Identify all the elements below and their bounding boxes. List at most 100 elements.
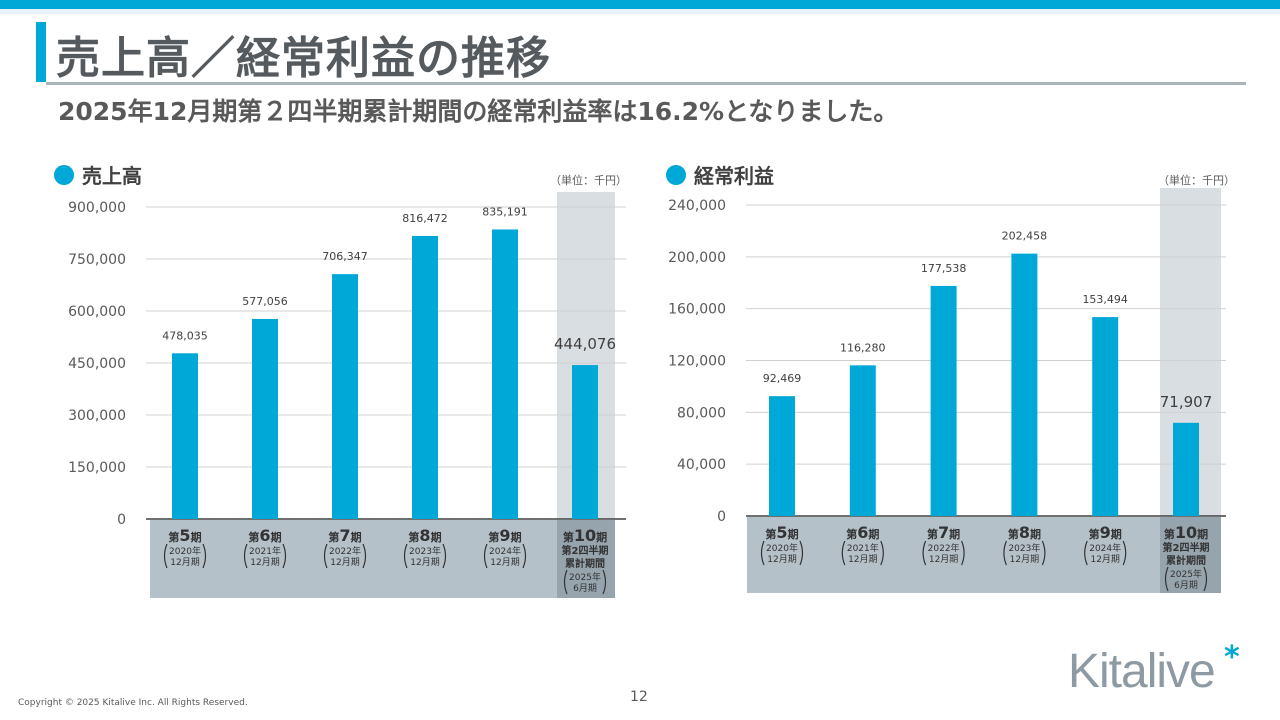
- y-tick-label: 0: [717, 509, 726, 525]
- category-period-label: 2023年: [1008, 542, 1040, 554]
- category-period-label: 12月期: [1090, 554, 1119, 565]
- category-period-label: 2021年: [847, 542, 879, 554]
- category-period-label: 2020年: [169, 545, 201, 557]
- data-label: 706,347: [322, 250, 368, 263]
- category-period-label: 2022年: [928, 542, 960, 554]
- bar: [1092, 317, 1119, 516]
- right-paren-icon: [602, 569, 607, 595]
- bar: [930, 285, 957, 516]
- profit-chart-unit: （単位：千円）: [1158, 174, 1235, 187]
- data-label: 71,907: [1160, 393, 1213, 411]
- left-paren-icon: [1003, 540, 1007, 566]
- category-term-label: 第7期: [927, 523, 960, 542]
- left-paren-icon: [760, 540, 765, 566]
- right-paren-icon: [362, 543, 367, 569]
- right-paren-icon: [880, 540, 884, 566]
- category-term-label: 第9期: [1089, 523, 1122, 542]
- left-paren-icon: [323, 543, 328, 569]
- logo-star-icon: *: [1224, 640, 1240, 675]
- data-label: 92,469: [763, 372, 802, 385]
- right-paren-icon: [522, 543, 527, 569]
- y-tick-label: 450,000: [68, 356, 126, 372]
- left-paren-icon: [1084, 540, 1088, 566]
- y-tick-label: 600,000: [68, 304, 126, 320]
- category-term-label: 第7期: [328, 526, 361, 545]
- right-paren-icon: [1122, 540, 1127, 566]
- data-label: 116,280: [840, 341, 886, 354]
- category-period-label: 12月期: [929, 554, 958, 565]
- category-period-label: 12月期: [1010, 554, 1039, 565]
- y-tick-label: 240,000: [668, 198, 726, 214]
- page-subtitle: 2025年12月期第２四半期累計期間の経常利益率は16.2%となりました。: [58, 97, 899, 126]
- right-paren-icon: [442, 543, 447, 569]
- category-period-label: 12月期: [170, 557, 199, 568]
- y-tick-label: 40,000: [677, 457, 726, 473]
- copyright-text: Copyright © 2025 Kitalive Inc. All Right…: [18, 698, 248, 708]
- left-paren-icon: [403, 543, 408, 569]
- category-term-label: 第6期: [846, 523, 879, 542]
- category-term-label: 第5期: [168, 526, 201, 545]
- top-accent-band-light: [0, 9, 1280, 14]
- category-sub-label: 累計期間: [565, 557, 605, 570]
- category-period-label: 6月期: [573, 583, 597, 594]
- page-title: 売上高／経常利益の推移: [56, 33, 551, 84]
- data-label: 202,458: [1002, 230, 1048, 243]
- sales-bar-chart: 0 150,000 300,000 450,000 600,000 750,000 900,…: [68, 192, 626, 598]
- category-band: [747, 517, 1160, 593]
- bar: [252, 318, 278, 519]
- category-term-label: 第6期: [248, 526, 281, 545]
- left-paren-icon: [841, 540, 846, 566]
- category-period-label: 12月期: [330, 557, 359, 568]
- page-number: 12: [630, 689, 648, 705]
- right-paren-icon: [202, 543, 207, 569]
- category-sub-label: 第2四半期: [562, 544, 609, 557]
- data-label: 478,035: [162, 329, 208, 342]
- left-paren-icon: [563, 569, 568, 595]
- bar: [492, 229, 518, 520]
- left-paren-icon: [1164, 566, 1169, 592]
- bullet-dot-icon: [666, 164, 686, 185]
- category-period-label: 12月期: [410, 557, 439, 568]
- category-period-label: 2020年: [766, 542, 798, 554]
- category-term-label: 第8期: [408, 526, 441, 545]
- category-period-label: 2023年: [409, 545, 441, 557]
- y-tick-label: 80,000: [677, 405, 726, 421]
- data-label: 577,056: [242, 295, 288, 308]
- category-term-label: 第9期: [488, 526, 521, 545]
- y-tick-label: 750,000: [68, 252, 126, 268]
- y-tick-label: 200,000: [668, 250, 726, 266]
- right-paren-icon: [799, 540, 804, 566]
- y-tick-label: 160,000: [668, 302, 726, 318]
- bar: [172, 353, 198, 519]
- right-paren-icon: [1041, 540, 1046, 566]
- data-label: 444,076: [554, 335, 616, 353]
- bar: [849, 365, 876, 516]
- left-paren-icon: [922, 540, 927, 566]
- data-label: 153,494: [1082, 293, 1128, 306]
- y-tick-label: 300,000: [68, 408, 126, 424]
- left-paren-icon: [243, 543, 248, 569]
- category-term-label: 第8期: [1008, 523, 1041, 542]
- y-tick-label: 900,000: [68, 200, 126, 216]
- left-paren-icon: [163, 543, 168, 569]
- category-period-label: 12月期: [767, 554, 796, 565]
- bar: [412, 235, 438, 520]
- data-label: 816,472: [402, 212, 448, 225]
- category-sub-label: 第2四半期: [1163, 541, 1210, 554]
- profit-bar-chart: 0 40,000 80,000 120,000 160,000 200,000 240,00…: [668, 188, 1226, 593]
- bar: [769, 396, 795, 516]
- left-paren-icon: [483, 543, 488, 569]
- kitalive-logo: Kitalive: [1068, 645, 1216, 698]
- category-term-label: 第5期: [765, 523, 798, 542]
- bar: [572, 365, 598, 519]
- y-tick-label: 150,000: [68, 460, 126, 476]
- data-label: 177,538: [921, 262, 967, 275]
- title-accent-bar: [36, 22, 46, 82]
- bar: [1173, 422, 1199, 516]
- bar: [1011, 253, 1038, 516]
- data-label: 835,191: [482, 205, 528, 218]
- category-period-label: 12月期: [490, 557, 519, 568]
- profit-chart-title: 経常利益: [694, 164, 774, 188]
- top-accent-band: [0, 0, 1280, 9]
- right-paren-icon: [961, 540, 965, 566]
